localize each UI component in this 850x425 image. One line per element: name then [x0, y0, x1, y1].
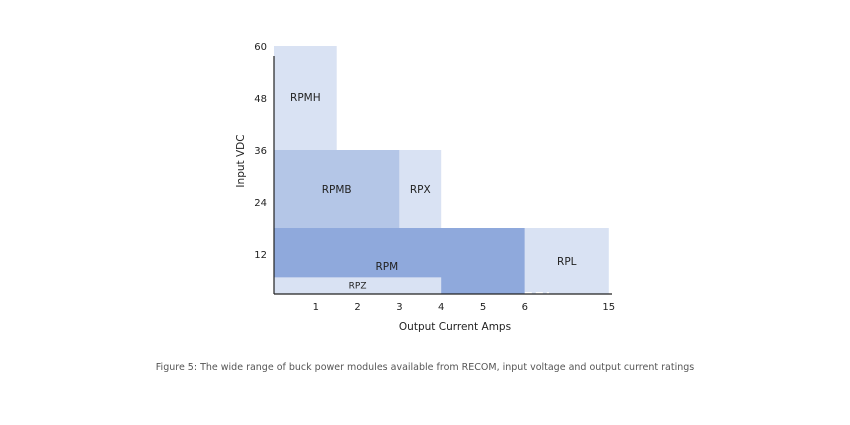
region-label-rpz: RPZ	[349, 282, 367, 292]
region-rpz	[274, 277, 442, 294]
region-rpl	[524, 228, 609, 294]
y-tick-label: 24	[254, 198, 267, 209]
region-rpmb	[274, 150, 400, 228]
x-tick-label: 15	[602, 302, 615, 313]
region-label-rpmh: RPMH	[290, 92, 321, 104]
x-tick-label: 1	[313, 302, 319, 313]
y-tick-label: 48	[254, 94, 267, 105]
x-axis-label: Output Current Amps	[399, 321, 511, 333]
region-label-rpm: RPM	[376, 261, 399, 273]
y-tick-label: 60	[254, 42, 267, 53]
x-tick-label: 5	[480, 302, 486, 313]
chart-axes	[273, 56, 612, 295]
region-rpx	[399, 150, 442, 228]
region-rpmh	[274, 46, 337, 150]
region-labels: RPM RPL RPMB RPX RPMH RPZ	[290, 92, 577, 292]
x-tick-label: 3	[396, 302, 402, 313]
x-tick-label: 6	[522, 302, 528, 313]
x-tick-label: 2	[354, 302, 360, 313]
x-tick-label: 4	[438, 302, 444, 313]
figure-caption: Figure 5: The wide range of buck power m…	[155, 362, 695, 373]
y-tick-label: 36	[254, 146, 267, 157]
region-label-rpx: RPX	[410, 184, 431, 196]
region-label-rpl: RPL	[557, 256, 577, 268]
chart-regions	[274, 46, 609, 294]
y-tick-label: 12	[254, 250, 267, 261]
y-axis-label: Input VDC	[235, 134, 247, 187]
region-label-rpmb: RPMB	[322, 184, 352, 196]
